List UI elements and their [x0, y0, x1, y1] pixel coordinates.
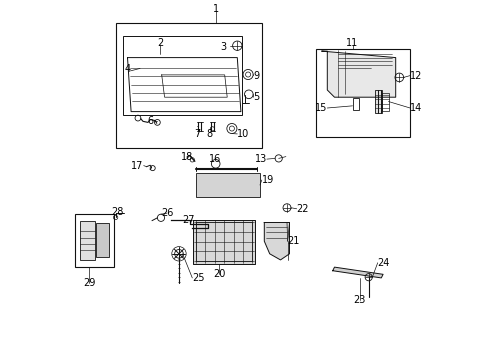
Text: 10: 10 [237, 129, 249, 139]
Polygon shape [193, 220, 254, 264]
Text: 9: 9 [253, 71, 259, 81]
Text: 14: 14 [409, 103, 422, 113]
Bar [374, 90, 381, 113]
Text: 20: 20 [213, 269, 225, 279]
Text: 25: 25 [192, 273, 204, 283]
Text: 29: 29 [82, 278, 95, 288]
Text: 3: 3 [220, 42, 226, 52]
Polygon shape [321, 51, 395, 97]
Text: 15: 15 [314, 103, 326, 113]
Text: 1: 1 [212, 4, 218, 14]
Bar [316, 49, 409, 137]
Bar [115, 23, 262, 148]
Text: 4: 4 [124, 64, 130, 74]
Text: 24: 24 [377, 258, 389, 268]
Text: 26: 26 [161, 208, 173, 218]
Bar [381, 93, 387, 111]
Bar [80, 221, 95, 260]
Text: 21: 21 [287, 236, 300, 246]
Bar [352, 98, 358, 110]
Text: 19: 19 [261, 175, 273, 185]
Text: 5: 5 [253, 92, 259, 102]
Bar [75, 214, 114, 267]
Bar [122, 36, 241, 115]
Text: 13: 13 [254, 154, 266, 164]
Text: 22: 22 [296, 204, 308, 214]
Text: 28: 28 [111, 207, 124, 217]
Text: 12: 12 [409, 71, 422, 81]
Polygon shape [264, 222, 289, 260]
Text: 23: 23 [353, 294, 365, 305]
Text: 16: 16 [208, 154, 221, 164]
Text: 8: 8 [206, 129, 212, 139]
Text: 17: 17 [131, 161, 143, 171]
Bar [196, 222, 251, 261]
Text: 7: 7 [193, 129, 200, 139]
Bar [196, 173, 260, 197]
Text: 6: 6 [147, 116, 153, 126]
Bar [96, 223, 108, 257]
Text: 2: 2 [157, 38, 163, 48]
Text: 11: 11 [346, 38, 358, 48]
Text: 27: 27 [182, 215, 195, 225]
Text: 18: 18 [181, 152, 193, 162]
Polygon shape [332, 267, 382, 278]
